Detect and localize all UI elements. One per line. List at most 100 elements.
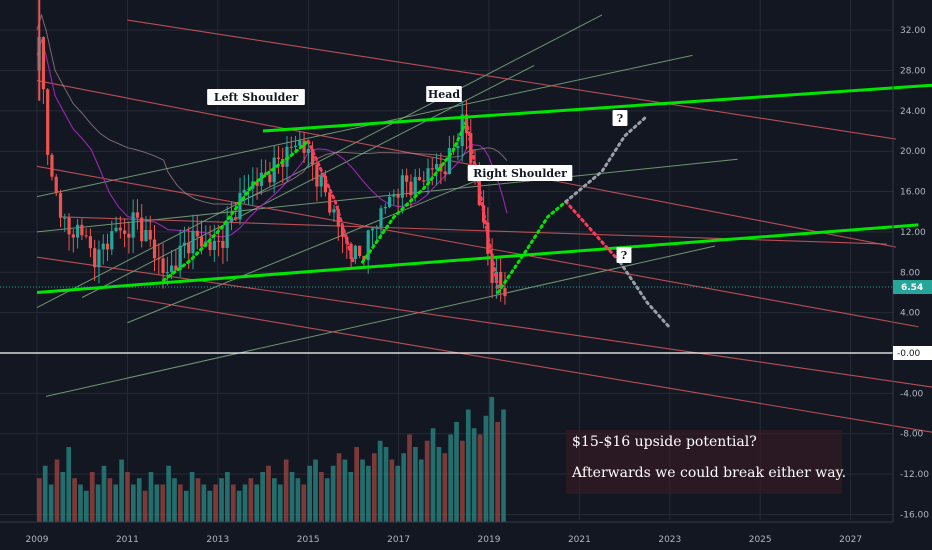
candle-body [144, 229, 148, 242]
x-tick-label: 2009 [26, 535, 49, 545]
candle-body [135, 212, 140, 218]
volume-bar [413, 447, 418, 522]
candle-body [264, 172, 268, 175]
candle-body [336, 209, 340, 227]
volume-bar [430, 428, 436, 522]
annotation-line-1: $15-$16 upside potential? [572, 434, 757, 450]
candle-body [405, 175, 409, 182]
fan-line [45, 245, 716, 397]
volume-bar [225, 472, 230, 522]
candle-body [383, 206, 387, 209]
volume-bar [89, 472, 95, 522]
volume-bar [407, 434, 412, 522]
candle-body [370, 228, 375, 231]
candle-body [93, 248, 97, 268]
candle-body [340, 226, 345, 237]
volume-bar [313, 459, 318, 522]
volume-bar [483, 415, 489, 522]
candle-body [234, 217, 238, 220]
candle-body [353, 245, 357, 259]
candle-body [481, 205, 486, 223]
volume-bar [166, 465, 171, 522]
candle-body [67, 217, 71, 235]
candle-body [430, 168, 434, 170]
candle-body [195, 230, 199, 237]
candle-body [349, 243, 353, 259]
candle-body [289, 146, 293, 148]
candle-body [443, 171, 447, 175]
candle-body [503, 288, 507, 297]
candle-body [157, 258, 161, 260]
volume-bar [418, 459, 424, 522]
volume-bar [448, 434, 453, 522]
volume-bar [383, 447, 389, 522]
volume-bar [348, 472, 354, 522]
fan-line [127, 165, 512, 324]
projection-dots-red_down_3 [564, 200, 622, 264]
candle-body [259, 172, 263, 186]
trend-line [36, 223, 919, 294]
candle-body [46, 89, 50, 155]
right-shoulder-label-text: Right Shoulder [473, 167, 567, 180]
volume-bar [283, 459, 289, 522]
channel-line [36, 256, 932, 388]
volume-bar [201, 484, 207, 522]
volume-bar [389, 459, 395, 522]
volume-bar [366, 465, 371, 522]
candle-body [490, 253, 494, 283]
candle-body [400, 175, 404, 198]
volume-bar [295, 478, 301, 522]
y-tick-label: 8.00 [900, 268, 920, 278]
candle-body [456, 146, 460, 149]
volume-bar [248, 478, 254, 522]
horizontal-lines [0, 286, 893, 354]
trend-lines-green [36, 83, 932, 294]
volume-bar [471, 428, 477, 522]
candle-body [499, 271, 503, 289]
candle-body [127, 233, 131, 238]
volume-bar [207, 490, 213, 522]
candle-body [268, 174, 272, 183]
volume-bar [454, 422, 459, 522]
y-axis[interactable]: 32.00 28.00 24.00 20.00 16.00 12.00 8.00 4.00 -4… [892, 0, 932, 522]
x-axis[interactable]: 2009 2011 2013 2015 2017 2019 2021 2023 2025 2027 [0, 521, 893, 545]
volume-bar [154, 484, 160, 522]
question-label-lower: ? [616, 247, 632, 263]
volume-bar [266, 465, 271, 522]
candle-body [152, 239, 157, 259]
volume-bar [84, 490, 89, 522]
candle-body [358, 245, 362, 256]
projection-dots-grey_up [564, 114, 649, 204]
volume-bar [189, 472, 195, 522]
candle-body [469, 133, 473, 164]
question-label-lower-text: ? [621, 249, 627, 262]
candle-body [238, 192, 242, 220]
candle-body [178, 245, 182, 271]
candle-body [97, 249, 101, 268]
volume-bar [66, 447, 72, 522]
volume-bar [360, 459, 365, 522]
volume-bar [236, 490, 242, 522]
candle-body [187, 242, 191, 254]
volume-bar [48, 484, 54, 522]
volume-bar [183, 490, 189, 522]
volume-bar [277, 484, 283, 522]
candle-body [80, 224, 84, 236]
projection-dots-red_down_2 [464, 119, 500, 289]
y-tick-label: 16.00 [900, 188, 926, 198]
projection-dots-green_up_1 [162, 139, 310, 282]
question-label-lower-box [616, 247, 632, 263]
candle-body [101, 243, 105, 250]
volume-bar [242, 484, 248, 522]
candle-body [84, 235, 88, 237]
volume-bar [42, 465, 48, 522]
volume-bar [301, 484, 307, 522]
candle-body [221, 240, 225, 248]
candle-body [165, 272, 169, 274]
candle-body [366, 230, 370, 261]
volume-bar [424, 440, 430, 522]
candle-body [123, 230, 127, 234]
candle-body [229, 217, 234, 222]
candle-body [298, 140, 302, 146]
